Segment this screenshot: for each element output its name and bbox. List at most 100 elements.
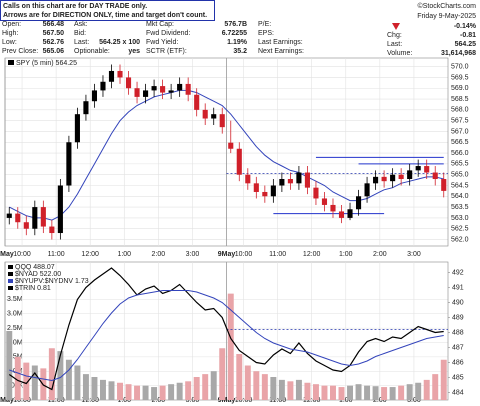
x-tick-label: 11:00 [269, 251, 286, 258]
volume-bar [219, 348, 226, 400]
stat-value: 566.48 [43, 21, 65, 28]
stat-label: Fwd Dividend: [146, 30, 190, 37]
x-tick-label: 11:00 [48, 251, 65, 258]
candle-body [66, 142, 72, 186]
candle-body [330, 204, 336, 212]
x-tick-label: 2:00 [373, 397, 387, 404]
stat-value: 576.7B [224, 21, 247, 28]
candle-body [185, 83, 191, 95]
stat-label: EPS: [258, 30, 274, 37]
stat-label: Prev Close: [2, 48, 38, 55]
candle-body [424, 166, 430, 173]
candle-body [398, 174, 404, 180]
y-tick-label: 3.5M [7, 296, 23, 303]
x-tick-label: 12:00 [303, 251, 321, 258]
volume-bar [151, 387, 158, 400]
x-tick-label: 3:00 [407, 251, 421, 258]
y2-tick-label: 484 [452, 389, 464, 396]
candle-body [347, 209, 353, 218]
candle-body [83, 101, 89, 115]
volume-bar [304, 382, 311, 400]
stat-value: 6.72255 [222, 30, 247, 37]
candle-body [168, 90, 174, 93]
candle-body [296, 172, 302, 184]
candle-body [143, 90, 149, 97]
x-tick-label: 12:00 [81, 251, 99, 258]
y-tick-label: 563.0 [451, 215, 469, 222]
candle-body [338, 211, 345, 218]
y2-tick-label: 491 [452, 284, 464, 291]
candle-body [15, 213, 21, 223]
volume-bar [142, 385, 149, 400]
stat-label: High: [2, 30, 18, 37]
candle-body [364, 183, 370, 197]
volume-bar [57, 351, 64, 400]
stat-label: Last Earnings: [258, 39, 303, 46]
candle-body [287, 179, 293, 184]
stat-value: -0.81 [460, 32, 476, 39]
notice-line: Arrows are for DIRECTION ONLY, time and … [3, 12, 207, 19]
candle-body [415, 166, 421, 171]
volume-bar [381, 387, 388, 400]
stat-label: Next Earnings: [258, 48, 304, 55]
volume-bar [65, 359, 72, 400]
candle-body [355, 196, 362, 210]
volume-bar [406, 384, 413, 400]
volume-bar [364, 385, 371, 400]
candle-body [23, 222, 29, 229]
stat-label: Bid: [74, 30, 86, 37]
legend-label: $NYAD 522.00 [15, 271, 61, 278]
x-tick-label: 9May [218, 397, 236, 404]
candle-body [236, 148, 242, 175]
volume-bar [14, 356, 21, 400]
volume-bar [270, 377, 277, 400]
stat-label: Open: [2, 21, 21, 28]
legend-swatch [8, 279, 13, 283]
y-tick-label: 563.5 [451, 204, 469, 211]
y-tick-label: 562.0 [451, 236, 469, 243]
candle-body [32, 207, 38, 229]
volume-bar [372, 386, 379, 400]
volume-bar [193, 377, 200, 400]
x-tick-label: 10:00 [13, 397, 31, 404]
y2-tick-label: 486 [452, 359, 464, 366]
volume-bar [244, 365, 251, 400]
volume-bar [423, 379, 430, 400]
notice-line: Calls on this chart are for DAY TRADE on… [3, 3, 147, 10]
x-tick-label: 1:00 [339, 397, 353, 404]
candle-body [6, 213, 12, 218]
y-tick-label: 570.0 [451, 63, 469, 70]
candle-body [321, 198, 328, 205]
stat-value: 31,614,968 [441, 50, 476, 57]
volume-bar [338, 387, 345, 400]
volume-bar [99, 379, 106, 400]
stat-label: Last: [74, 39, 89, 46]
volume-bar [176, 382, 183, 400]
volume-bar [398, 385, 405, 400]
volume-bar [185, 381, 192, 400]
volume-bar [125, 384, 132, 400]
stat-value: 565.06 [43, 48, 65, 55]
candle-body [432, 172, 438, 180]
x-tick-label: 11:00 [269, 397, 286, 404]
y-tick-label: 3.0M [7, 311, 23, 318]
candle-body [407, 170, 413, 180]
y-tick-label: 566.0 [451, 150, 469, 157]
candle-body [100, 81, 106, 91]
volume-bar [432, 374, 439, 400]
volume-bar [312, 384, 319, 400]
y2-tick-label: 489 [452, 314, 464, 321]
volume-bar [355, 384, 362, 400]
candle-body [219, 114, 225, 128]
legend-label: $NYUPV:$NYDNV 1.73 [15, 278, 89, 285]
stat-value: 1.19% [227, 39, 248, 46]
series-line [8, 267, 444, 391]
volume-bar [347, 385, 354, 400]
stat-label: Mkt Cap: [146, 21, 174, 28]
candle-body [117, 70, 123, 78]
candle-body [228, 142, 234, 149]
y-tick-label: 567.5 [451, 118, 469, 125]
volume-bar [134, 385, 141, 400]
legend-label: $TRIN 0.81 [15, 285, 51, 292]
